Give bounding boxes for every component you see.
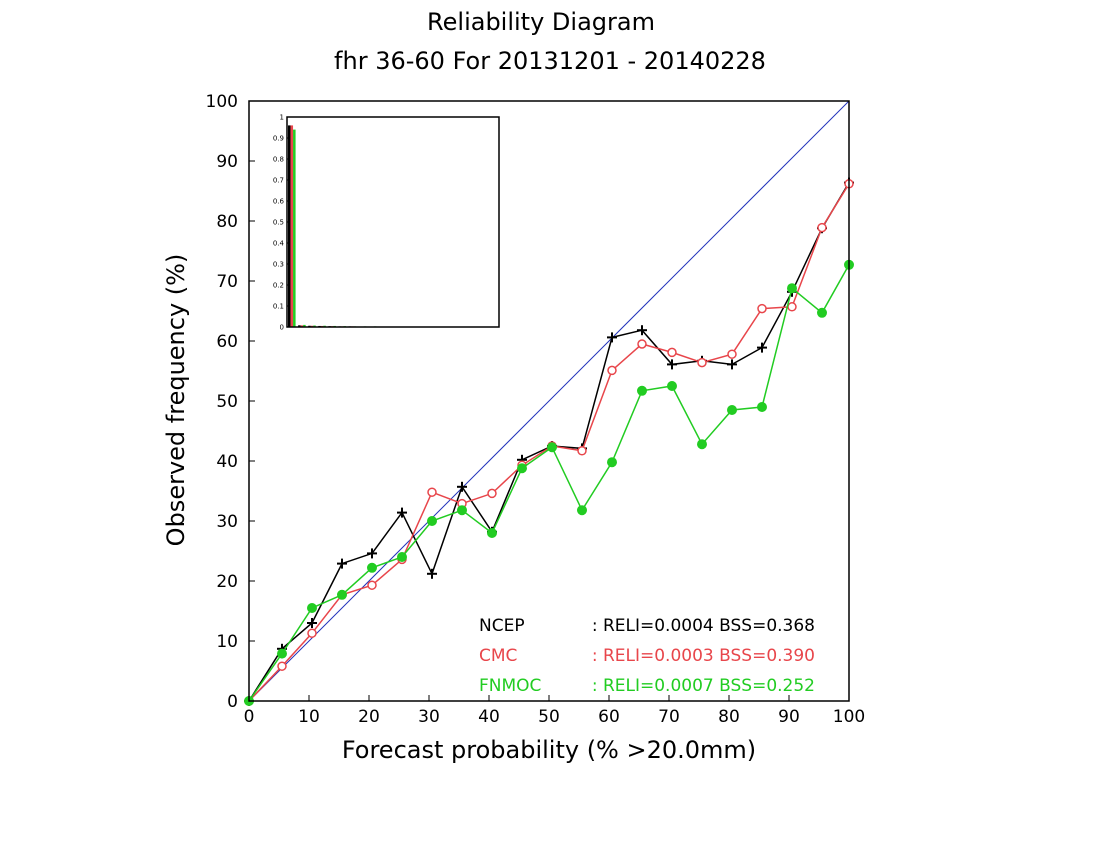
inset-y-tick-label: 0.5 [273, 219, 284, 227]
point-cmc [487, 488, 497, 499]
point-fnmoc [457, 505, 467, 516]
x-tick-label: 20 [358, 707, 380, 727]
inset-bar-cmc [300, 325, 304, 327]
point-fnmoc [817, 307, 827, 318]
point-fnmoc [547, 442, 557, 453]
point-ncep [427, 568, 437, 579]
legend-stats-cmc: : RELI=0.0003 BSS=0.390 [592, 646, 815, 666]
y-tick-label: 20 [216, 572, 238, 592]
point-cmc [367, 580, 377, 590]
y-tick-label: 100 [206, 92, 238, 112]
inset-y-tick-label: 0.9 [273, 135, 284, 143]
point-fnmoc [667, 381, 677, 391]
inset-y-tick-label: 0.2 [273, 282, 284, 290]
point-fnmoc [787, 283, 797, 294]
inset-y-tick-label: 1 [280, 114, 284, 122]
legend-stats-ncep: : RELI=0.0004 BSS=0.368 [592, 616, 815, 636]
y-axis-label: Observed frequency (%) [162, 254, 190, 547]
point-cmc [667, 347, 677, 358]
point-cmc [637, 339, 647, 349]
point-ncep [337, 558, 347, 569]
point-ncep [457, 481, 467, 492]
point-ncep [727, 359, 737, 370]
inset-y-tick-label: 0.8 [273, 156, 284, 164]
point-ncep [367, 548, 377, 559]
x-tick-label: 0 [244, 707, 255, 727]
point-ncep [307, 618, 317, 628]
legend-name-cmc: CMC [479, 646, 517, 666]
x-tick-label: 90 [778, 707, 800, 727]
legend-name-ncep: NCEP [479, 616, 525, 636]
inset-y-tick-label: 0 [280, 324, 284, 332]
inset-y-tick-label: 0.7 [273, 177, 284, 185]
y-tick-label: 50 [216, 392, 238, 412]
inset-bar-cmc [290, 125, 294, 328]
point-fnmoc [427, 516, 437, 526]
point-cmc [697, 357, 707, 368]
point-ncep [397, 507, 407, 518]
point-fnmoc [637, 385, 647, 396]
point-fnmoc [517, 463, 527, 474]
y-tick-label: 70 [216, 272, 238, 292]
point-cmc [787, 302, 797, 312]
perfect-reliability-line [248, 100, 850, 702]
point-fnmoc [757, 402, 767, 412]
y-tick-label: 40 [216, 452, 238, 472]
inset-y-tick-label: 0.1 [273, 303, 284, 311]
point-cmc [277, 661, 287, 671]
x-tick-label: 50 [538, 707, 560, 727]
point-ncep [607, 332, 617, 343]
point-cmc [727, 349, 737, 359]
point-fnmoc [367, 562, 377, 573]
point-ncep [637, 325, 647, 336]
x-tick-label: 80 [718, 707, 740, 727]
x-tick-label: 10 [298, 707, 320, 727]
y-tick-label: 10 [216, 632, 238, 652]
legend-stats-fnmoc: : RELI=0.0007 BSS=0.252 [592, 676, 815, 696]
x-axis-label: Forecast probability (% >20.0mm) [342, 736, 756, 764]
point-fnmoc [307, 603, 317, 613]
point-cmc [607, 365, 617, 376]
x-tick-label: 40 [478, 707, 500, 727]
y-tick-label: 30 [216, 512, 238, 532]
point-fnmoc [607, 457, 617, 468]
inset-y-tick-label: 0.6 [273, 198, 285, 206]
inset-bar-fnmoc [303, 324, 306, 327]
y-tick-label: 0 [227, 692, 238, 712]
point-fnmoc [397, 552, 407, 562]
y-tick-label: 60 [216, 332, 238, 352]
point-ncep [667, 359, 677, 370]
y-tick-label: 80 [216, 212, 238, 232]
inset-background [287, 117, 499, 327]
point-fnmoc [697, 439, 707, 450]
point-fnmoc [727, 405, 737, 415]
x-tick-label: 70 [658, 707, 680, 727]
point-fnmoc [277, 648, 287, 659]
x-tick-label: 60 [598, 707, 620, 727]
inset-bar-ncep [288, 125, 291, 328]
point-fnmoc [337, 589, 347, 600]
point-cmc [427, 487, 437, 497]
inset-y-tick-label: 0.3 [273, 261, 284, 269]
point-cmc [757, 303, 767, 314]
x-tick-label: 100 [833, 707, 865, 727]
y-tick-label: 90 [216, 152, 238, 172]
chart-subtitle: fhr 36-60 For 20131201 - 20140228 [334, 47, 766, 75]
point-cmc [817, 222, 827, 233]
plot-frame [248, 100, 850, 702]
legend-name-fnmoc: FNMOC [479, 676, 541, 696]
point-cmc [577, 446, 587, 456]
inset-bar-fnmoc [293, 129, 296, 327]
x-tick-label: 30 [418, 707, 440, 727]
inset-y-tick-label: 0.4 [273, 240, 285, 248]
inset-bar-ncep [298, 325, 301, 327]
point-fnmoc [577, 505, 587, 516]
chart-title: Reliability Diagram [427, 8, 655, 36]
inset-frame [286, 116, 500, 328]
point-ncep [757, 342, 767, 353]
point-cmc [307, 628, 317, 638]
point-fnmoc [487, 528, 497, 538]
